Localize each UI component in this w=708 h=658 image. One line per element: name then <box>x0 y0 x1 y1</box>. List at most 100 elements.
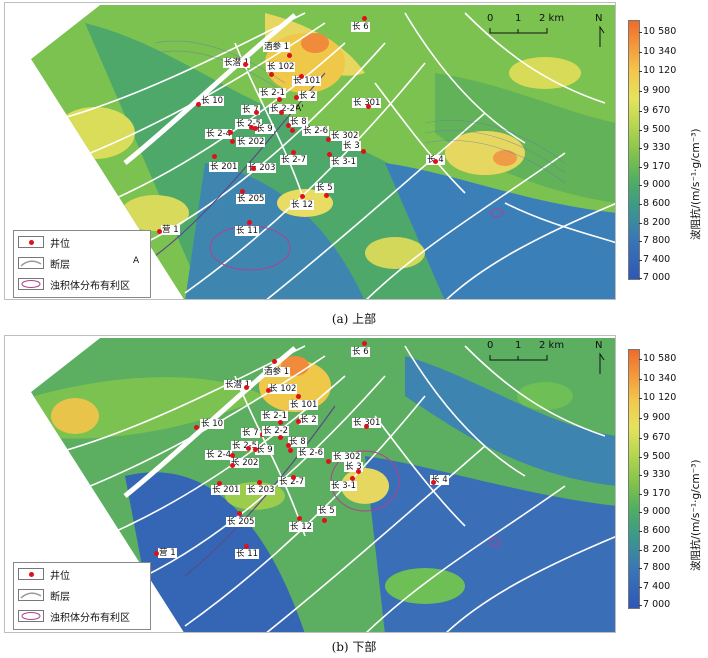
well-label[interactable]: 长 5 <box>315 183 334 193</box>
colorbar-tick: 7 400 <box>638 581 671 592</box>
well-label[interactable]: 酒参 1 <box>263 367 291 377</box>
well-label[interactable]: 长 9 <box>255 445 274 455</box>
well-dot-icon <box>266 388 271 393</box>
well-dot-icon <box>294 95 299 100</box>
well-label[interactable]: 长 205 <box>226 517 256 527</box>
well-label[interactable]: 长 4 <box>430 475 449 485</box>
well-label[interactable]: 长 2-6 <box>297 448 325 458</box>
well-label[interactable]: 长 2-7 <box>278 477 306 487</box>
well-label[interactable]: 长 201 <box>211 485 241 495</box>
well-dot-icon <box>431 480 436 485</box>
well-dot-icon <box>324 193 329 198</box>
well-label[interactable]: 长 2-1 <box>259 88 287 98</box>
well-label[interactable]: 长 202 <box>230 458 260 468</box>
well-label[interactable]: 长 8 <box>289 117 308 127</box>
well-label[interactable]: 长 5 <box>317 506 336 516</box>
well-label[interactable]: 长 6 <box>351 347 370 357</box>
well-label[interactable]: 长 2-2 <box>262 426 290 436</box>
well-dot-icon <box>300 194 305 199</box>
caption-upper: (a) 上部 <box>331 312 377 326</box>
well-label[interactable]: 长 2-4 <box>205 129 233 139</box>
well-label[interactable]: 长 2-2 <box>269 104 297 114</box>
well-dot-icon <box>240 189 245 194</box>
well-label[interactable]: 长 3-1 <box>330 157 358 167</box>
well-label[interactable]: 长 301 <box>352 418 382 428</box>
well-label[interactable]: 长 12 <box>289 522 314 532</box>
well-label[interactable]: 长 7 <box>241 105 260 115</box>
panel-lower: 井位 断层 浊积体分布有利区 0 1 2 km N 酒参 1 长 6 长 1 <box>0 335 708 633</box>
well-label[interactable]: 长 2 <box>298 91 317 101</box>
legend-well: 井位 <box>18 565 70 583</box>
well-label[interactable]: 长潜 1 <box>224 380 252 390</box>
legend-fault-label: 断层 <box>50 591 70 603</box>
well-label[interactable]: 长 2-4 <box>205 450 233 460</box>
well-dot-icon <box>247 220 252 225</box>
north-arrow-upper: N <box>595 13 605 47</box>
well-label[interactable]: 营 1 <box>158 548 177 558</box>
well-label[interactable]: 长 102 <box>266 62 296 72</box>
well-dot-icon <box>296 419 301 424</box>
colorbar-tick: 10 580 <box>638 353 677 364</box>
fault-line-icon <box>18 589 44 601</box>
well-dot-icon <box>18 236 44 248</box>
well-label[interactable]: 长 6 <box>351 22 370 32</box>
well-label[interactable]: 长 2-5 <box>235 119 263 129</box>
well-dot-icon <box>362 341 367 346</box>
well-label[interactable]: 营 1 <box>161 225 180 235</box>
colorbar-unit-label: 波阻抗/(m/s⁻¹·g/cm⁻³) <box>690 128 702 240</box>
well-label[interactable]: 长 9 <box>255 124 274 134</box>
colorbar-tick: 9 500 <box>638 451 671 462</box>
well-dot-icon <box>246 446 251 451</box>
legend-well-label: 井位 <box>50 570 70 582</box>
well-label[interactable]: 长潜 1 <box>223 58 251 68</box>
colorbar-tick: 8 200 <box>638 217 671 228</box>
well-dot-icon <box>286 123 291 128</box>
well-label[interactable]: 长 302 <box>330 131 360 141</box>
well-label[interactable]: 长 302 <box>332 452 362 462</box>
well-dot-icon <box>253 126 258 131</box>
well-label[interactable]: 长 8 <box>288 437 307 447</box>
well-label[interactable]: 长 2-1 <box>261 411 289 421</box>
colorbar-tick: 8 200 <box>638 544 671 555</box>
north-arrow-icon <box>599 25 605 47</box>
well-dot-icon <box>290 128 295 133</box>
well-label[interactable]: 长 11 <box>235 226 260 236</box>
well-dot-icon <box>364 424 369 429</box>
well-label[interactable]: 长 101 <box>292 76 322 86</box>
colorbar-tick: 9 500 <box>638 124 671 135</box>
well-label[interactable]: 长 203 <box>246 485 276 495</box>
well-label[interactable]: 长 201 <box>209 162 239 172</box>
well-dot-icon <box>291 475 296 480</box>
well-label[interactable]: 长 11 <box>235 549 260 559</box>
legend-upper: 井位 断层 浊积体分布有利区 <box>13 230 151 298</box>
well-label[interactable]: 长 2-7 <box>280 155 308 165</box>
well-label[interactable]: 长 301 <box>352 98 382 108</box>
well-dot-icon <box>212 154 217 159</box>
well-label[interactable]: 长 10 <box>200 419 225 429</box>
well-label[interactable]: 长 3 <box>342 141 361 151</box>
well-dot-icon <box>433 159 438 164</box>
well-label[interactable]: 长 3-1 <box>330 481 358 491</box>
colorbar-tick: 9 670 <box>638 432 671 443</box>
well-label[interactable]: 酒参 1 <box>263 42 291 52</box>
well-label[interactable]: 长 203 <box>247 163 277 173</box>
well-label[interactable]: 长 2-6 <box>302 126 330 136</box>
colorbar-unit-label: 波阻抗/(m/s⁻¹·g/cm⁻³) <box>690 459 702 571</box>
well-dot-icon <box>278 420 283 425</box>
well-label[interactable]: 长 101 <box>289 400 319 410</box>
well-dot-icon <box>230 453 235 458</box>
well-label[interactable]: 长 3 <box>344 462 363 472</box>
well-dot-icon <box>366 104 371 109</box>
scale-tick-1: 1 <box>515 340 522 351</box>
legend-turbidite-label: 浊积体分布有利区 <box>50 280 130 292</box>
well-label[interactable]: 长 7 <box>241 428 260 438</box>
well-label[interactable]: 长 12 <box>290 200 315 210</box>
well-label[interactable]: 长 2-5 <box>231 441 259 451</box>
well-label[interactable]: 长 202 <box>236 137 266 147</box>
well-label[interactable]: 长 205 <box>236 194 266 204</box>
legend-turbidite: 浊积体分布有利区 <box>18 607 130 625</box>
well-label[interactable]: 长 2 <box>299 415 318 425</box>
well-label[interactable]: 长 10 <box>200 96 225 106</box>
well-label[interactable]: 长 102 <box>268 384 298 394</box>
well-dot-icon <box>217 481 222 486</box>
